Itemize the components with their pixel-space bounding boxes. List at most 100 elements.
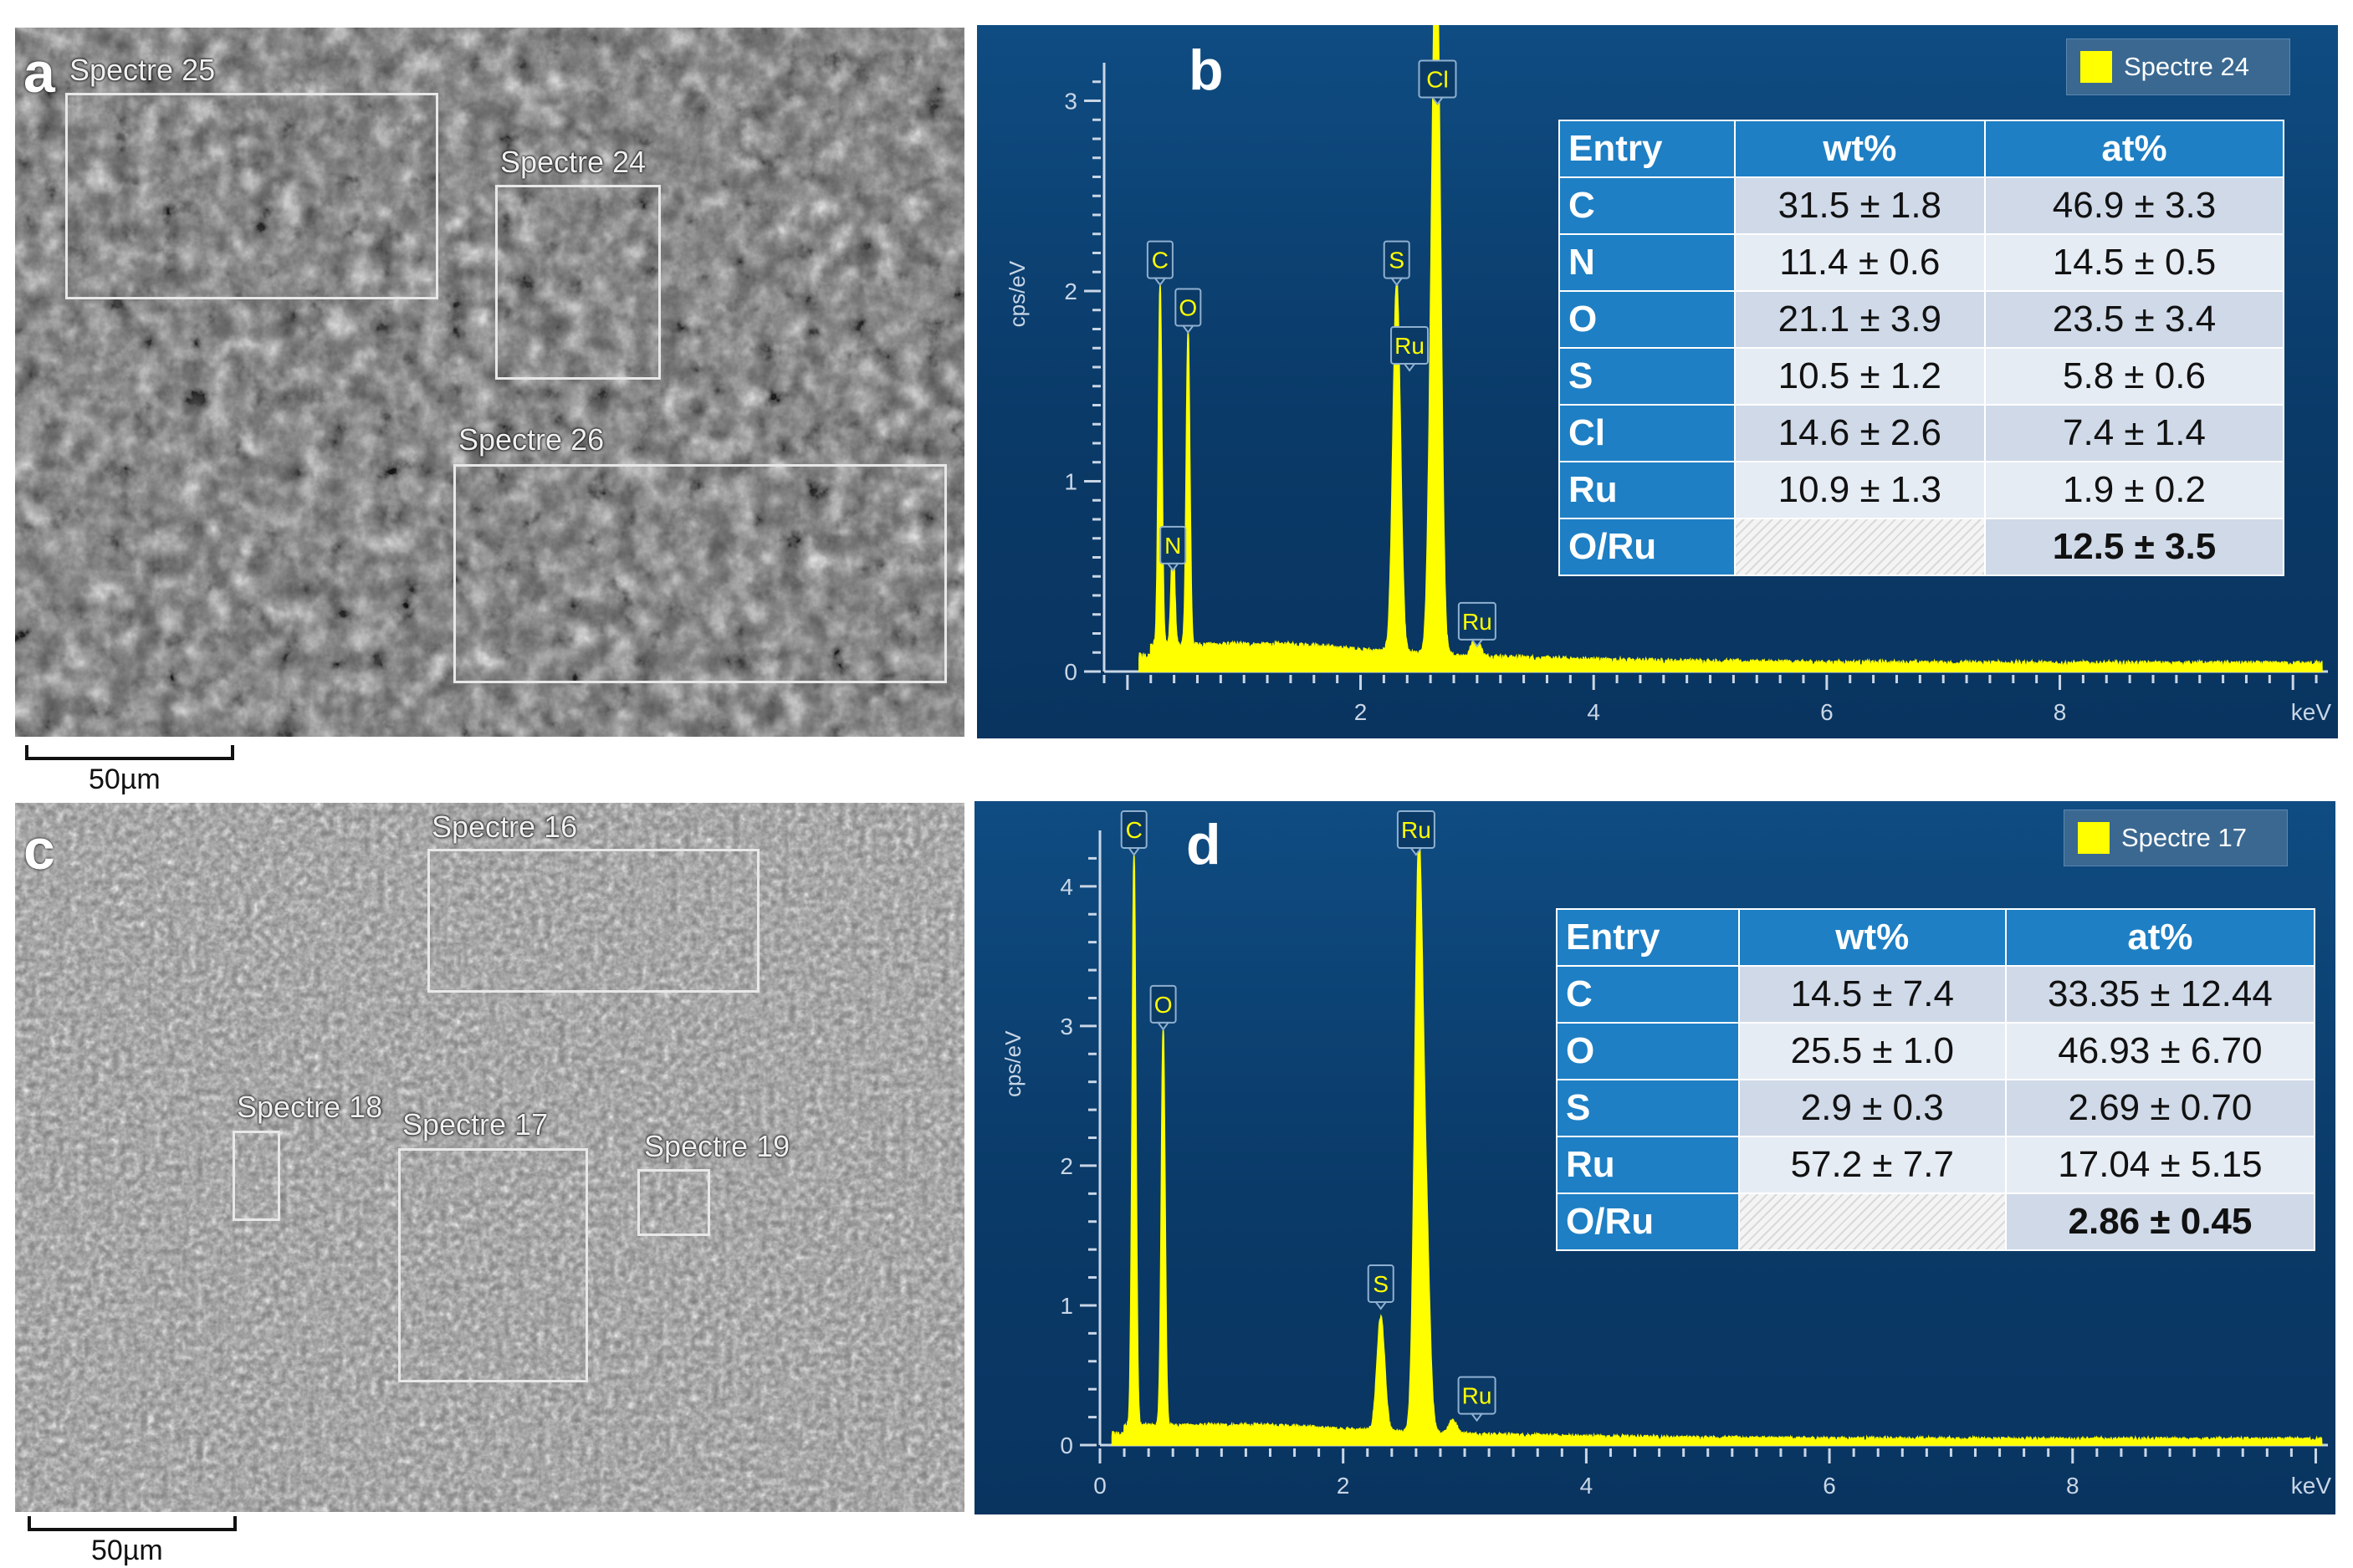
scalebar-line-a xyxy=(25,745,234,760)
table-cell-wt: 2.9 ± 0.3 xyxy=(1737,1079,2007,1137)
table-cell-entry: Cl xyxy=(1558,404,1736,462)
table-row: S 2.9 ± 0.3 2.69 ± 0.70 xyxy=(1556,1079,2316,1137)
peak-label-ru: Ru xyxy=(1390,326,1430,372)
y-tick-label: 0 xyxy=(1064,659,1077,685)
y-tick-label: 2 xyxy=(1060,1153,1073,1179)
sem-image-c: c Spectre 16 Spectre 18 Spectre 17 Spect… xyxy=(15,803,964,1512)
peak-label-s: S xyxy=(1383,240,1410,287)
roi-box-spectre-24[interactable] xyxy=(495,185,661,380)
panel-letter-c: c xyxy=(23,818,55,881)
legend-b: Spectre 24 xyxy=(2066,38,2290,95)
svg-text:Ru: Ru xyxy=(1394,333,1425,359)
table-cell-at: 2.86 ± 0.45 xyxy=(2004,1193,2316,1251)
table-cell-wt xyxy=(1737,1193,2007,1251)
table-cell-wt: 14.5 ± 7.4 xyxy=(1737,965,2007,1024)
sem-texture-a xyxy=(15,28,964,737)
x-tick-label: 4 xyxy=(1587,699,1600,725)
roi-label-spectre-25: Spectre 25 xyxy=(69,53,216,87)
table-cell-wt: 11.4 ± 0.6 xyxy=(1733,233,1986,292)
table-header-entry: Entry xyxy=(1558,120,1736,178)
table-cell-at: 17.04 ± 5.15 xyxy=(2004,1136,2316,1194)
scalebar-c: 50µm xyxy=(28,1516,237,1566)
peak-label-cl: Cl xyxy=(1418,59,1457,106)
scalebar-line-c xyxy=(28,1516,237,1531)
table-row: Cl 14.6 ± 2.6 7.4 ± 1.4 xyxy=(1558,404,2285,462)
table-cell-at: 12.5 ± 3.5 xyxy=(1983,518,2285,576)
table-cell-wt: 31.5 ± 1.8 xyxy=(1733,176,1986,235)
y-tick-label: 3 xyxy=(1064,89,1077,115)
x-tick-label: 6 xyxy=(1820,699,1834,725)
roi-label-spectre-18: Spectre 18 xyxy=(237,1090,383,1124)
table-cell-wt xyxy=(1733,518,1986,576)
table-cell-at: 46.93 ± 6.70 xyxy=(2004,1022,2316,1080)
table-row: Ru 57.2 ± 7.7 17.04 ± 5.15 xyxy=(1556,1136,2316,1194)
peak-label-n: N xyxy=(1159,525,1187,572)
table-row: C 14.5 ± 7.4 33.35 ± 12.44 xyxy=(1556,965,2316,1024)
spectrum-series xyxy=(1111,835,2323,1446)
table-row: Ru 10.9 ± 1.3 1.9 ± 0.2 xyxy=(1558,461,2285,519)
panel-letter-d: d xyxy=(1186,813,1221,876)
legend-label-d: Spectre 17 xyxy=(2121,823,2247,852)
roi-box-spectre-26[interactable] xyxy=(453,464,947,683)
svg-text:S: S xyxy=(1389,248,1404,273)
scalebar-label-c: 50µm xyxy=(91,1535,163,1566)
peak-label-ru: Ru xyxy=(1396,810,1435,856)
svg-text:Ru: Ru xyxy=(1401,817,1431,843)
table-cell-entry: S xyxy=(1556,1079,1740,1137)
table-cell-entry: C xyxy=(1558,176,1736,235)
scalebar-label-a: 50µm xyxy=(89,764,161,795)
y-tick-label: 1 xyxy=(1060,1293,1073,1319)
svg-text:Cl: Cl xyxy=(1426,67,1448,93)
x-axis-label: keV xyxy=(2291,1473,2332,1499)
roi-box-spectre-25[interactable] xyxy=(65,93,438,299)
peak-label-o: O xyxy=(1149,984,1177,1031)
table-cell-entry: O xyxy=(1556,1022,1740,1080)
x-tick-label: 8 xyxy=(2066,1473,2079,1499)
roi-box-spectre-19[interactable] xyxy=(637,1169,710,1236)
y-tick-label: 3 xyxy=(1060,1014,1073,1039)
table-header-at: at% xyxy=(2004,908,2316,967)
table-cell-entry: O/Ru xyxy=(1558,518,1736,576)
y-tick-label: 0 xyxy=(1060,1433,1073,1458)
table-cell-entry: C xyxy=(1556,965,1740,1024)
table-cell-entry: N xyxy=(1558,233,1736,292)
table-row: S 10.5 ± 1.2 5.8 ± 0.6 xyxy=(1558,347,2285,406)
svg-text:C: C xyxy=(1126,817,1143,843)
roi-label-spectre-17: Spectre 17 xyxy=(402,1107,549,1142)
roi-label-spectre-19: Spectre 19 xyxy=(644,1129,790,1163)
table-cell-at: 5.8 ± 0.6 xyxy=(1983,347,2285,406)
table-cell-at: 46.9 ± 3.3 xyxy=(1983,176,2285,235)
table-row: O 25.5 ± 1.0 46.93 ± 6.70 xyxy=(1556,1022,2316,1080)
svg-text:Ru: Ru xyxy=(1462,1383,1492,1409)
table-cell-entry: S xyxy=(1558,347,1736,406)
eds-spectrum-d: 0 2 4 6 8 0 1 2 3 4 keV cps/eV C O S Ru Ru d Spectre 17 … xyxy=(974,801,2335,1514)
peak-label-ru: Ru xyxy=(1457,1376,1496,1422)
table-cell-entry: Ru xyxy=(1558,461,1736,519)
x-tick-label: 2 xyxy=(1337,1473,1350,1499)
x-axis-label: keV xyxy=(2291,699,2332,725)
peak-label-c: C xyxy=(1120,810,1148,856)
roi-box-spectre-16[interactable] xyxy=(427,849,760,993)
roi-label-spectre-24: Spectre 24 xyxy=(500,145,647,179)
peak-label-o: O xyxy=(1174,288,1202,335)
table-cell-entry: Ru xyxy=(1556,1136,1740,1194)
y-tick-label: 4 xyxy=(1060,874,1073,900)
svg-text:Ru: Ru xyxy=(1462,609,1492,635)
table-cell-wt: 25.5 ± 1.0 xyxy=(1737,1022,2007,1080)
spectrum-series xyxy=(1138,25,2323,672)
table-header-at: at% xyxy=(1983,120,2285,178)
x-tick-label: 0 xyxy=(1093,1473,1107,1499)
y-axis-label: cps/eV xyxy=(1000,1030,1026,1097)
table-cell-wt: 14.6 ± 2.6 xyxy=(1733,404,1986,462)
svg-text:N: N xyxy=(1164,533,1181,559)
roi-box-spectre-18[interactable] xyxy=(233,1131,280,1221)
roi-label-spectre-16: Spectre 16 xyxy=(432,810,578,844)
x-tick-label: 8 xyxy=(2054,699,2067,725)
table-header-wt: wt% xyxy=(1733,120,1986,178)
sem-texture-c xyxy=(15,803,964,1512)
svg-text:O: O xyxy=(1179,295,1197,321)
table-row: O/Ru 12.5 ± 3.5 xyxy=(1558,518,2285,576)
roi-box-spectre-17[interactable] xyxy=(398,1148,588,1382)
